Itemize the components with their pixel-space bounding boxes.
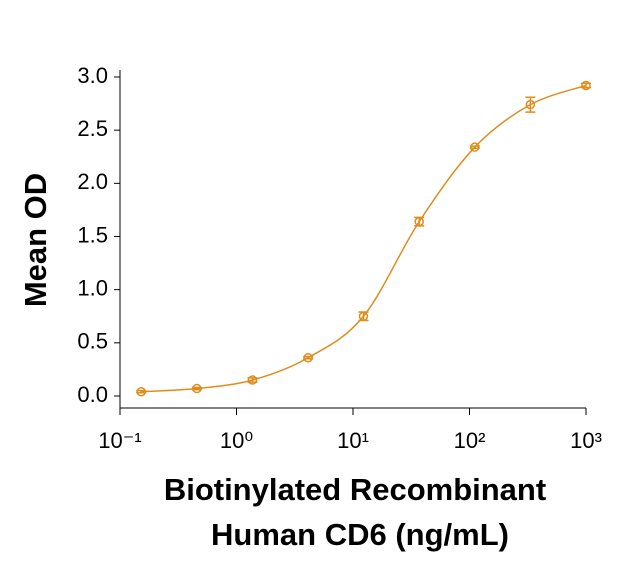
y-tick-label: 1.5 [77, 222, 108, 247]
x-tick-label: 10² [454, 428, 486, 453]
x-tick-label: 10⁻¹ [98, 428, 141, 453]
x-axis-title: Human CD6 (ng/mL) [211, 517, 509, 552]
x-axis-title: Biotinylated Recombinant [164, 472, 546, 507]
y-tick-label: 0.0 [77, 382, 108, 407]
fit-curve [141, 84, 587, 393]
data-point [525, 99, 536, 110]
data-point [303, 352, 313, 363]
error-bar [525, 96, 536, 113]
y-axis-title: Mean OD [18, 173, 53, 307]
y-tick-label: 1.0 [77, 275, 108, 300]
x-tick-label: 10¹ [337, 428, 369, 453]
data-point [247, 375, 258, 385]
x-tick-label: 10⁰ [220, 428, 253, 453]
y-tick-label: 2.0 [77, 169, 108, 194]
y-tick-label: 2.5 [77, 116, 108, 141]
data-point [358, 311, 369, 321]
data-point [192, 383, 202, 394]
y-tick-label: 3.0 [77, 63, 108, 88]
y-tick-label: 0.5 [77, 329, 108, 354]
x-tick-label: 10³ [570, 428, 602, 453]
data-point [470, 142, 480, 152]
data-point [581, 80, 591, 91]
data-point [136, 386, 146, 397]
data-point [414, 216, 424, 227]
